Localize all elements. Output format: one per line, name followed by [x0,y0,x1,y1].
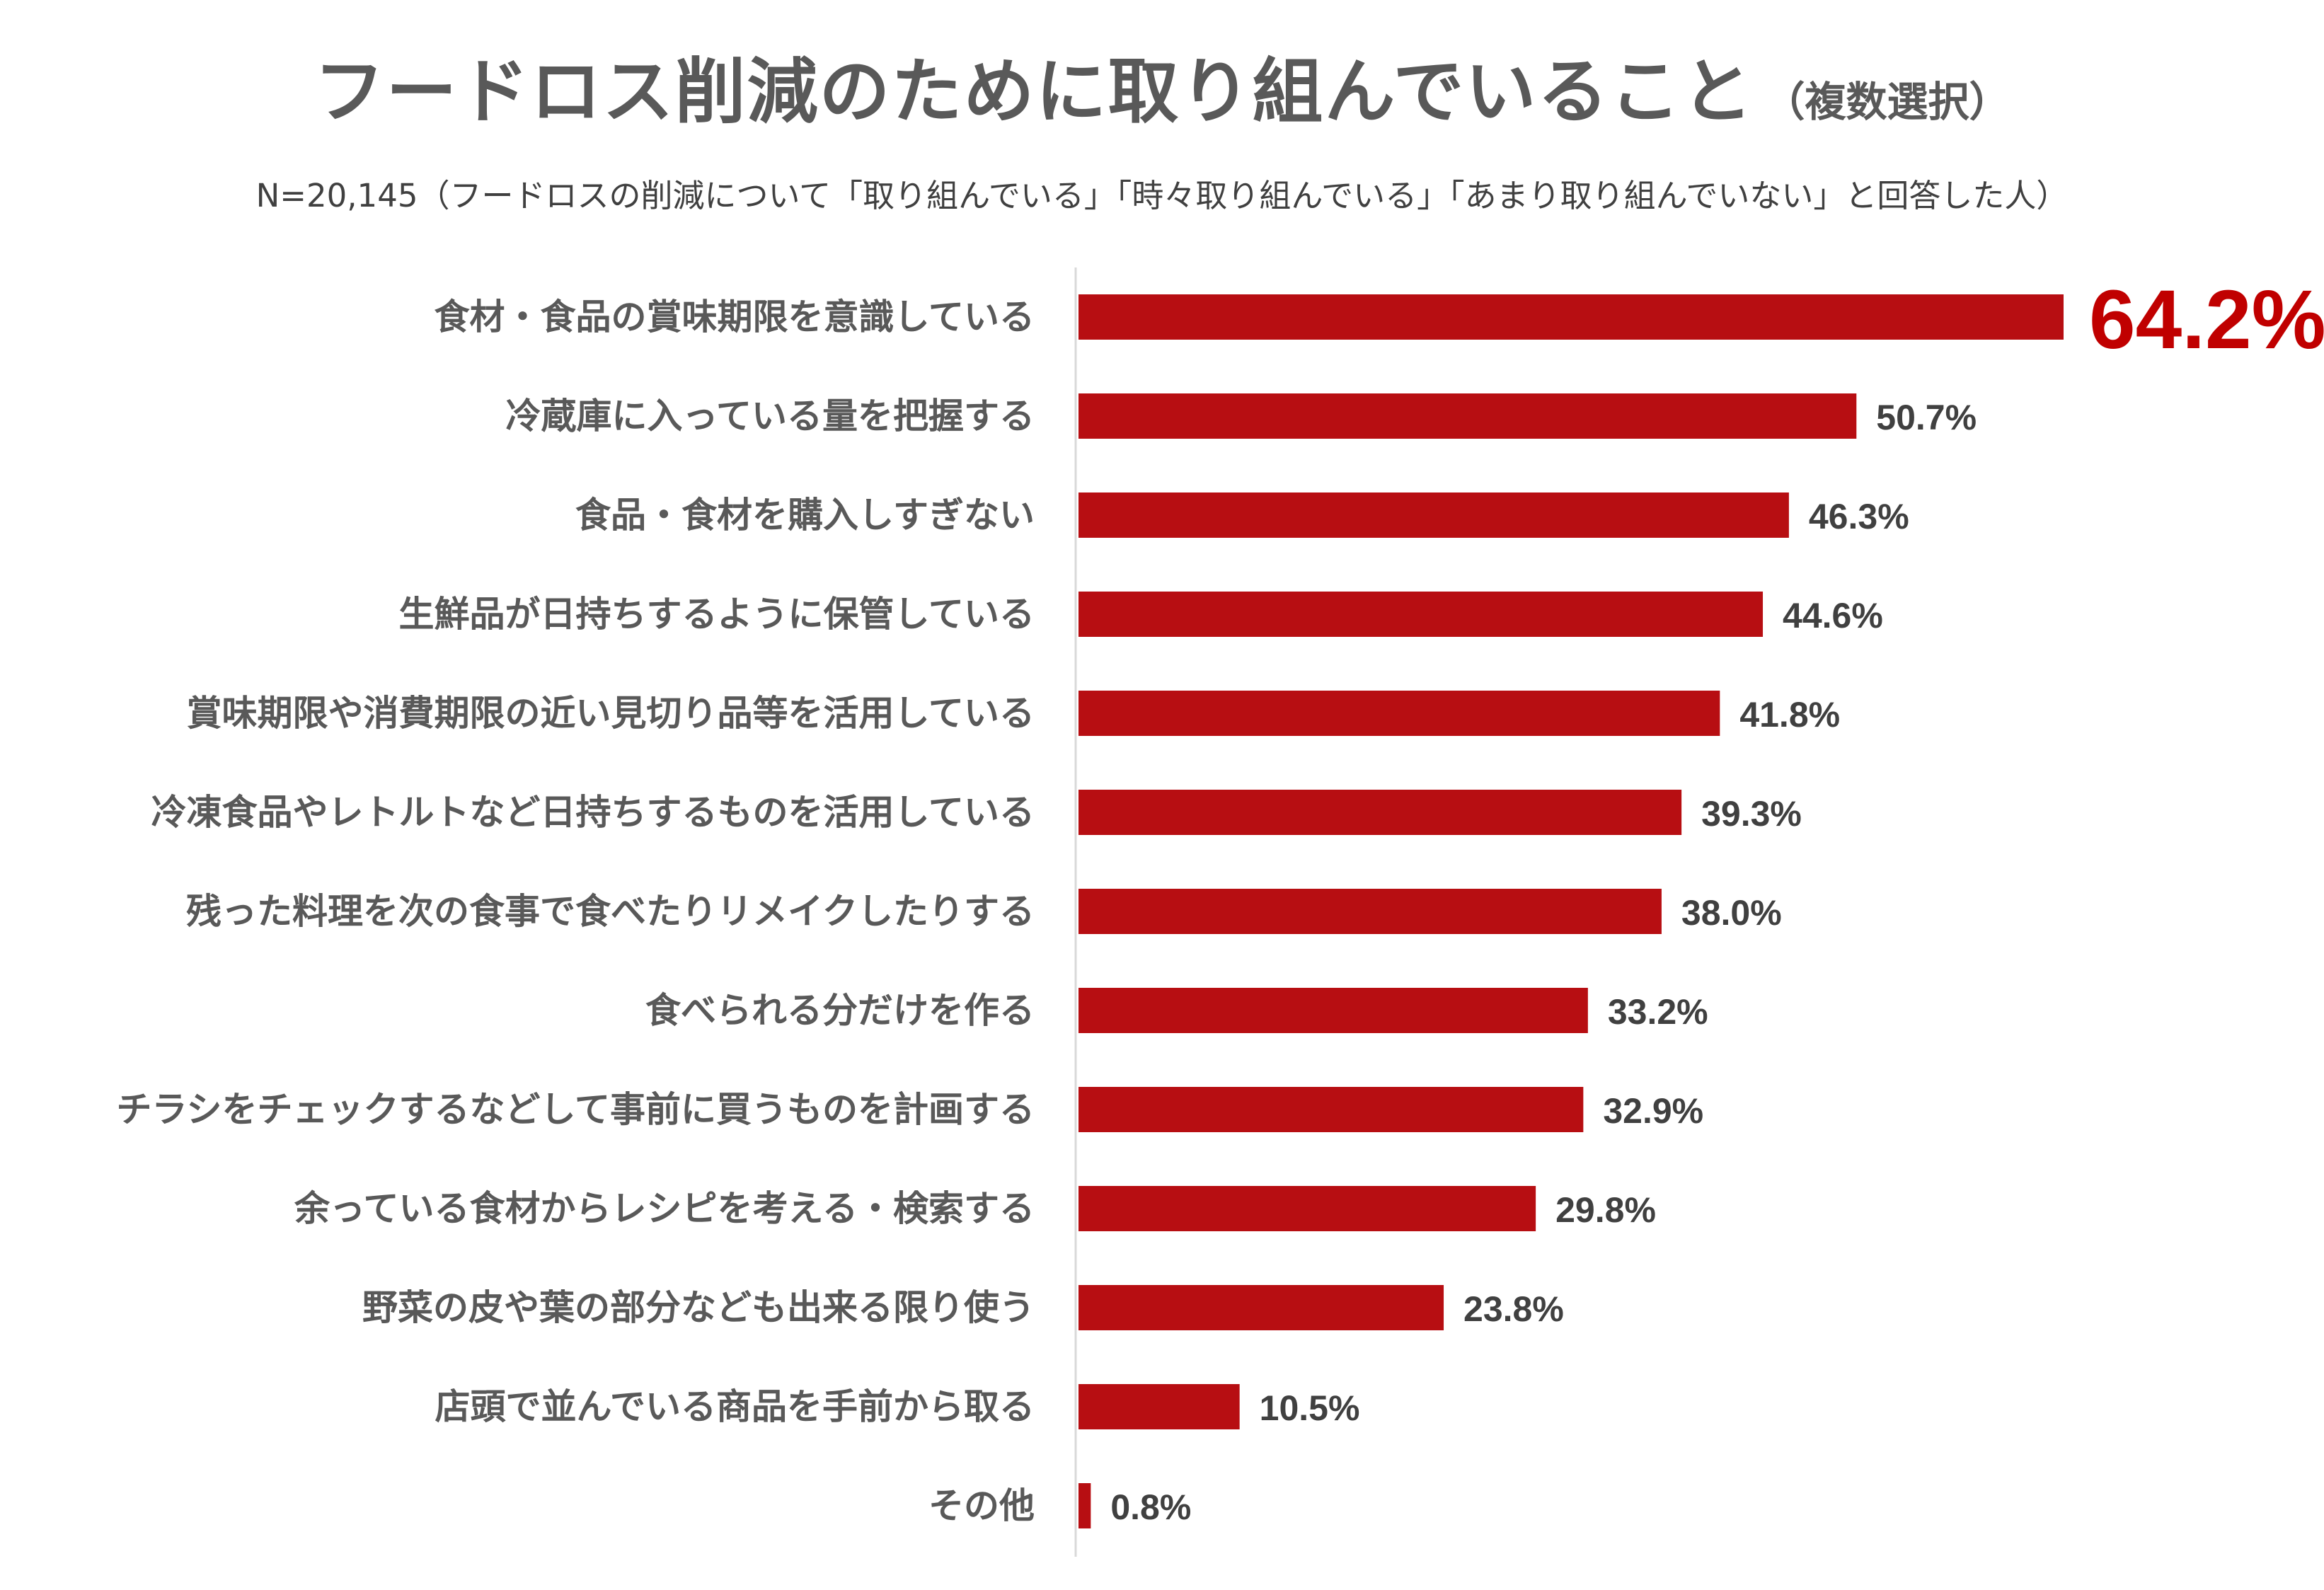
bar-1 [1078,294,2064,340]
bar-3 [1078,492,1789,538]
category-label-3: 食品・食材を購入しすぎない [575,495,1035,536]
value-label-4: 44.6% [1783,596,1883,635]
chart-subtitle: N=20,145（フードロスの削減について「取り組んでいる」「時々取り組んでいる… [255,177,2069,214]
bar-12 [1078,1384,1240,1429]
category-label-6: 冷凍食品やレトルトなど日持ちするものを活用している [151,792,1035,833]
bar-9 [1078,1087,1584,1132]
value-label-7: 38.0% [1681,893,1782,933]
bar-8 [1078,988,1588,1033]
bar-7 [1078,889,1662,934]
value-label-12: 10.5% [1260,1388,1360,1428]
bar-2 [1078,393,1857,439]
bar-6 [1078,790,1682,835]
chart-title-note: （複数選択） [1764,78,2011,126]
bar-10 [1078,1186,1536,1231]
category-label-11: 野菜の皮や葉の部分なども出来る限り使う [362,1287,1035,1328]
value-label-1: 64.2% [2089,273,2324,367]
value-label-10: 29.8% [1555,1190,1656,1230]
bar-5 [1078,691,1720,736]
chart-title: フードロス削減のために取り組んでいること （複数選択） [0,34,2324,137]
category-label-7: 残った料理を次の食事で食べたりリメイクしたりする [186,891,1035,932]
value-label-8: 33.2% [1608,992,1708,1032]
bar-4 [1078,592,1764,637]
category-label-1: 食材・食品の賞味期限を意識している [435,296,1035,338]
value-label-2: 50.7% [1876,398,1977,437]
value-label-9: 32.9% [1603,1091,1703,1131]
category-label-12: 店頭で並んでいる商品を手前から取る [435,1386,1035,1427]
value-label-3: 46.3% [1809,497,1909,536]
chart-title-main: フードロス削減のために取り組んでいること [313,50,1754,133]
category-label-13: その他 [928,1485,1035,1526]
category-label-2: 冷蔵庫に入っている量を把握する [506,396,1035,437]
value-label-6: 39.3% [1701,794,1802,834]
bar-13 [1078,1483,1091,1528]
value-label-5: 41.8% [1739,695,1840,734]
category-label-9: チラシをチェックするなどして事前に買うものを計画する [117,1089,1035,1130]
bar-11 [1078,1285,1444,1330]
value-label-13: 0.8% [1110,1487,1191,1527]
category-label-4: 生鮮品が日持ちするように保管している [399,594,1035,635]
category-label-10: 余っている食材からレシピを考える・検索する [294,1188,1035,1229]
value-label-11: 23.8% [1463,1289,1564,1329]
category-label-5: 賞味期限や消費期限の近い見切り品等を活用している [187,693,1035,734]
category-label-8: 食べられる分だけを作る [645,990,1035,1031]
